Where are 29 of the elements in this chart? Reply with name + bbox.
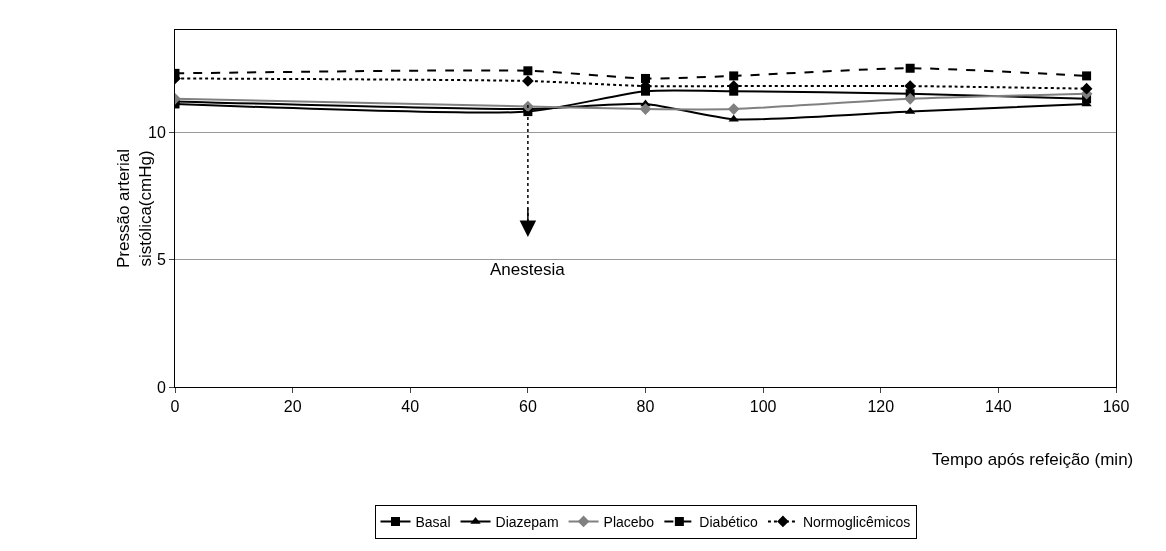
x-tick-label: 60 [518, 398, 537, 416]
x-tick-label: 20 [283, 398, 302, 416]
point [904, 93, 917, 105]
y-axis-title: Pressão arterial sistólica(cmHg) [113, 148, 155, 269]
legend-label: Placebo [603, 513, 655, 530]
point [905, 63, 915, 73]
legend-label: Basal [415, 513, 451, 530]
x-tick-label: 0 [170, 398, 180, 416]
y-tick-label: 0 [156, 378, 166, 396]
point [729, 71, 739, 81]
point [1082, 71, 1092, 81]
point [1080, 82, 1093, 95]
point [727, 103, 740, 115]
x-tick-label: 80 [636, 398, 655, 416]
x-tick-label: 40 [401, 398, 420, 416]
x-tick-label: 160 [1102, 398, 1130, 416]
point [523, 66, 533, 76]
point [728, 114, 739, 122]
x-tick-label: 140 [985, 398, 1012, 416]
x-axis-title: Tempo após refeição (min) [932, 450, 1134, 469]
y-tick-label: 5 [156, 251, 166, 269]
ref-line-label: Anestesia [490, 260, 566, 279]
legend-label: Normoglicêmicos [802, 513, 911, 530]
x-tick-label: 120 [867, 398, 895, 416]
x-tick-label: 100 [749, 398, 777, 416]
point [639, 103, 652, 115]
y-tick-label: 10 [148, 123, 166, 141]
legend-label: Diazepam [495, 513, 559, 530]
legend-label: Diabético [699, 513, 758, 530]
